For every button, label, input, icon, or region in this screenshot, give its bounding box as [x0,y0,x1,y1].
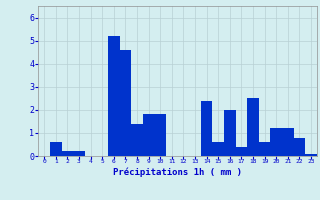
Bar [108,36,120,156]
Bar [50,142,61,156]
Bar [270,128,282,156]
Bar [224,110,236,156]
Bar [201,101,212,156]
Bar [305,154,317,156]
Bar [294,138,305,156]
Bar [236,147,247,156]
Bar [120,50,131,156]
Bar [62,151,73,156]
Bar [131,124,143,156]
Bar [259,142,270,156]
X-axis label: Précipitations 1h ( mm ): Précipitations 1h ( mm ) [113,167,242,177]
Bar [143,114,155,156]
Bar [247,98,259,156]
Bar [155,114,166,156]
Bar [73,151,85,156]
Bar [212,142,224,156]
Bar [282,128,294,156]
